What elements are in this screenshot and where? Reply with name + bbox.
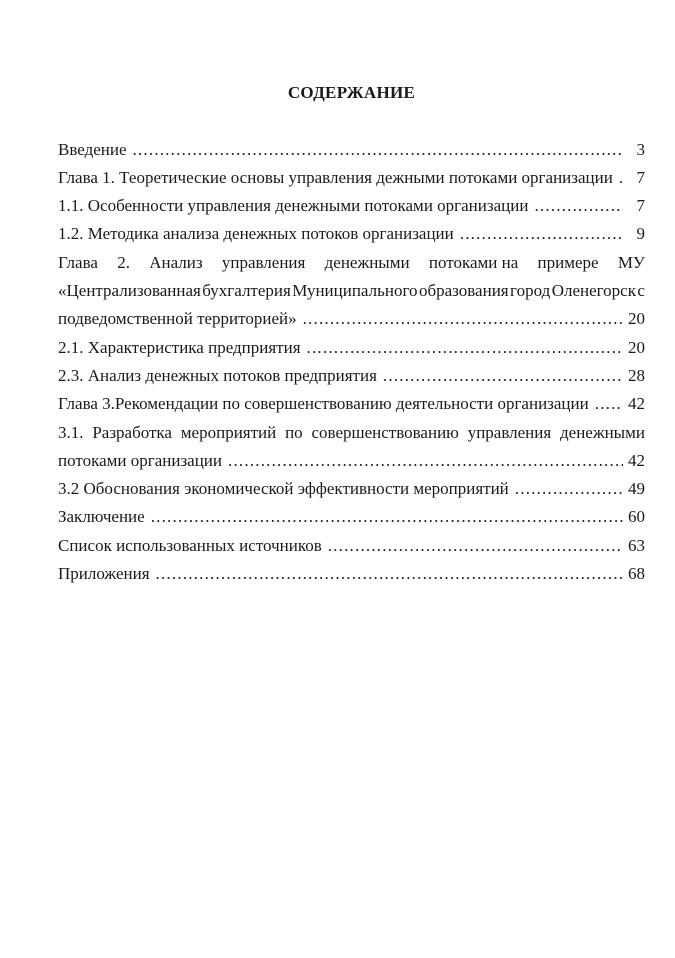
- toc-entry: Заключение 60: [58, 503, 645, 531]
- toc-word: денежными: [324, 252, 410, 272]
- toc-page-number: 68: [628, 564, 645, 584]
- dot-leader: [151, 503, 623, 531]
- toc-entry: 2.3. Анализ денежных потоков предприятия…: [58, 362, 645, 390]
- toc-page-number: 9: [636, 224, 646, 244]
- table-of-contents: Введение 3 Глава 1. Теоретические основы у…: [58, 136, 645, 589]
- dot-leader: [515, 475, 623, 503]
- toc-word: «Централизованная: [58, 281, 201, 301]
- toc-word: денежными: [560, 422, 645, 442]
- toc-word: бухгалтерия: [202, 281, 291, 301]
- dot-leader: [534, 192, 623, 220]
- toc-line-justified: «Централизованная бухгалтерия Муниципально…: [58, 277, 645, 305]
- toc-word: Анализ: [149, 252, 203, 272]
- toc-entry-text: 1.1. Особенности управления денежными по…: [58, 196, 529, 216]
- toc-entry: 2.1. Характеристика предприятия 20: [58, 334, 645, 362]
- toc-line-justified: Глава 2. Анализ управления денежными потоками…: [58, 249, 645, 277]
- toc-entry: Глава 1. Теоретические основы управления…: [58, 164, 645, 192]
- dot-leader: [595, 390, 623, 418]
- toc-word: МУ: [617, 252, 645, 272]
- toc-page-number: 20: [628, 309, 645, 329]
- toc-entry-text: Приложения: [58, 564, 150, 584]
- toc-word: совершенствованию: [311, 422, 459, 442]
- toc-entry-text: Глава 1. Теоретические основы управления…: [58, 167, 613, 187]
- toc-word: мероприятий: [180, 422, 277, 442]
- toc-word: потоками на: [428, 252, 519, 272]
- toc-page-number: 60: [628, 507, 645, 527]
- toc-entry: подведомственной территорией» 20: [58, 305, 645, 333]
- dot-leader: [133, 136, 623, 164]
- toc-entry: Список использованных источников 63: [58, 532, 645, 560]
- toc-page-number: 7: [636, 167, 646, 187]
- dot-leader: [619, 164, 623, 192]
- toc-word: управления: [467, 422, 552, 442]
- toc-entry: 1.1. Особенности управления денежными по…: [58, 192, 645, 220]
- toc-entry-text: Глава 3.Рекомендации по совершенствовани…: [58, 394, 589, 414]
- toc-word: Муниципального: [292, 281, 418, 301]
- dot-leader: [383, 362, 623, 390]
- toc-page-number: 3: [636, 139, 646, 159]
- toc-page-number: 49: [628, 479, 645, 499]
- toc-page-number: 42: [628, 450, 645, 470]
- toc-entry-text: 2.1. Характеристика предприятия: [58, 337, 301, 357]
- toc-word: Оленегорск: [551, 281, 636, 301]
- toc-word: по: [285, 422, 303, 442]
- toc-entry-text: Введение: [58, 139, 127, 159]
- toc-entry: потоками организации 42: [58, 447, 645, 475]
- toc-entry: 1.2. Методика анализа денежных потоков о…: [58, 220, 645, 248]
- toc-page-number: 42: [628, 394, 645, 414]
- toc-word: с: [637, 281, 645, 301]
- toc-page-number: 63: [628, 535, 645, 555]
- toc-word: город: [510, 281, 551, 301]
- dot-leader: [303, 305, 623, 333]
- toc-entry-text: 1.2. Методика анализа денежных потоков о…: [58, 224, 454, 244]
- toc-entry: Приложения 68: [58, 560, 645, 588]
- toc-entry-text: потоками организации: [58, 450, 222, 470]
- toc-page-number: 20: [628, 337, 645, 357]
- page-title: СОДЕРЖАНИЕ: [287, 83, 416, 102]
- toc-entry-text: Список использованных источников: [58, 535, 322, 555]
- toc-word: образования: [418, 281, 509, 301]
- dot-leader: [228, 447, 623, 475]
- toc-entry: 3.2 Обоснования экономической эффективно…: [58, 475, 645, 503]
- toc-entry-text: 2.3. Анализ денежных потоков предприятия: [58, 365, 377, 385]
- toc-line-justified: 3.1. Разработка мероприятий по совершенствов…: [58, 419, 645, 447]
- toc-entry-text: Заключение: [58, 507, 145, 527]
- toc-entry-text: 3.2 Обоснования экономической эффективно…: [58, 479, 509, 499]
- toc-word: примере: [537, 252, 599, 272]
- toc-entry-text: подведомственной территорией»: [58, 309, 297, 329]
- toc-word: Глава: [58, 252, 98, 272]
- toc-entry: Глава 3.Рекомендации по совершенствовани…: [58, 390, 645, 418]
- toc-entry: Введение 3: [58, 136, 645, 164]
- dot-leader: [460, 220, 623, 248]
- toc-word: управления: [221, 252, 306, 272]
- toc-page-number: 7: [636, 196, 646, 216]
- toc-word: 2.: [117, 252, 130, 272]
- dot-leader: [156, 560, 623, 588]
- dot-leader: [328, 532, 623, 560]
- toc-word: 3.1.: [58, 422, 84, 442]
- toc-page-number: 28: [628, 365, 645, 385]
- toc-word: Разработка: [92, 422, 172, 442]
- spacer: [58, 107, 645, 135]
- dot-leader: [307, 334, 623, 362]
